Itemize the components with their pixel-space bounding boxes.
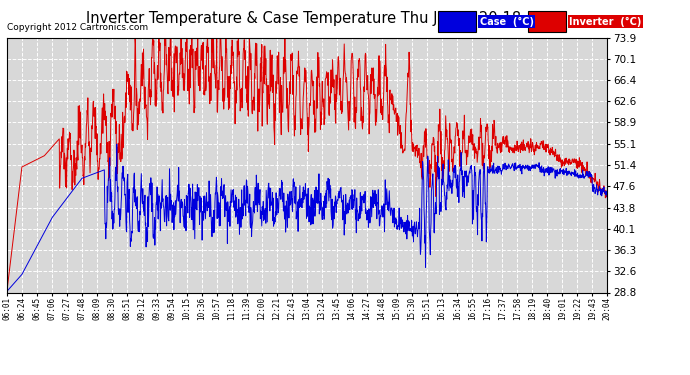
Text: Copyright 2012 Cartronics.com: Copyright 2012 Cartronics.com: [7, 22, 148, 32]
Text: Inverter  (°C): Inverter (°C): [569, 16, 642, 27]
Text: Inverter Temperature & Case Temperature Thu Jul 26 20:18: Inverter Temperature & Case Temperature …: [86, 11, 521, 26]
Text: Case  (°C): Case (°C): [480, 16, 533, 27]
